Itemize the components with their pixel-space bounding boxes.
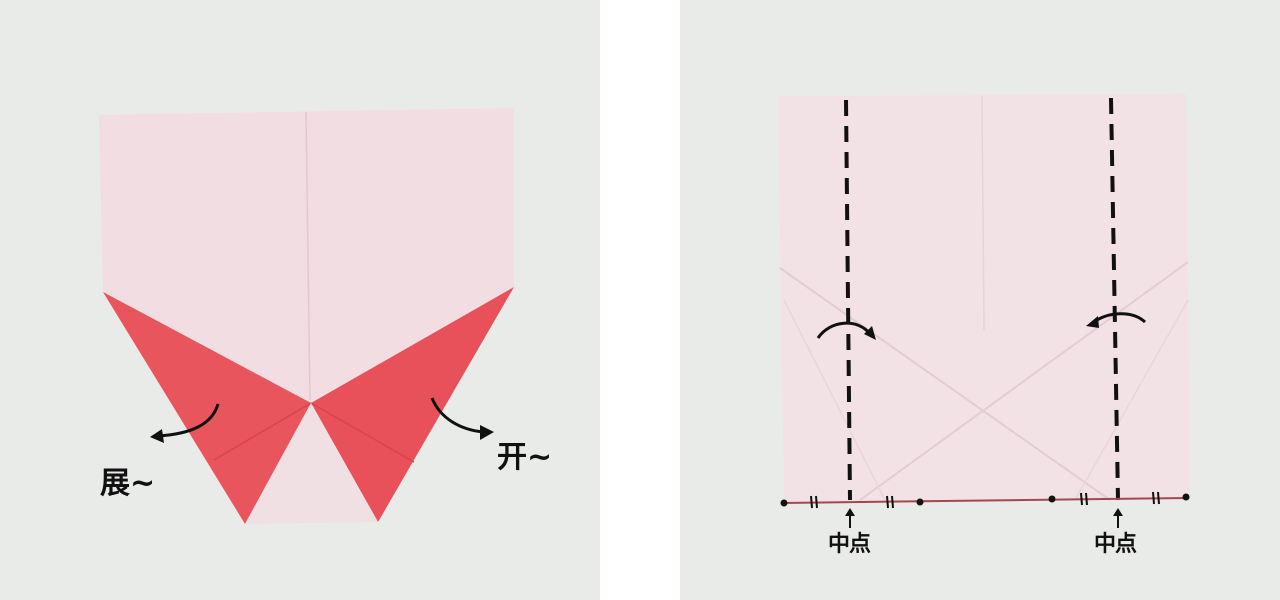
measure-dot-4 — [1182, 493, 1190, 501]
flap-crease-right — [310, 402, 415, 463]
dashed-fold-line-right — [1109, 97, 1120, 501]
midpoint-arrow-right-icon — [1113, 508, 1123, 516]
crease-center-vertical — [981, 95, 985, 331]
bottom-measure-line — [781, 497, 1189, 504]
unfolded-paper-illustration — [778, 94, 1190, 528]
crease-left-steep — [783, 299, 886, 501]
crease-right-steep — [1074, 299, 1189, 501]
midpoint-label-right: 中点 — [1094, 532, 1137, 557]
measure-dot-1 — [780, 499, 788, 507]
curved-arrow-left — [157, 403, 220, 438]
left-photo-panel: 展~ 开~ — [0, 0, 600, 600]
paper-bottom-triangle — [245, 403, 378, 524]
midpoint-label-left: 中点 — [828, 532, 871, 557]
right-photo-panel: 中点 中点 — [680, 0, 1280, 600]
crease-diagonal-right — [859, 261, 1189, 501]
crease-diagonal-left — [779, 267, 1111, 501]
tick-marks-left-segment — [810, 495, 894, 509]
curved-arrow-right — [430, 397, 485, 434]
annotation-unfold-right: 开~ — [497, 440, 553, 475]
measure-dot-2 — [916, 498, 924, 506]
fold-arrow-left — [816, 321, 872, 339]
tick-marks-right-segment — [1080, 491, 1160, 506]
annotation-unfold-left: 展~ — [100, 466, 156, 501]
red-flap-right — [311, 287, 514, 522]
midpoint-arrow-left-icon — [845, 508, 855, 516]
arrow-head-right-icon — [480, 425, 494, 440]
arrow-head-left-icon — [150, 429, 164, 443]
measure-dot-3 — [1048, 495, 1056, 503]
dashed-fold-line-left — [844, 99, 852, 501]
folded-paper-illustration — [99, 108, 514, 524]
paper-light-body — [99, 108, 514, 403]
red-flap-left — [103, 292, 311, 524]
center-crease — [305, 111, 311, 401]
arrow-head-fold-left-icon — [864, 326, 876, 340]
flap-crease-left — [213, 402, 312, 461]
arrow-head-fold-right-icon — [1086, 316, 1099, 328]
